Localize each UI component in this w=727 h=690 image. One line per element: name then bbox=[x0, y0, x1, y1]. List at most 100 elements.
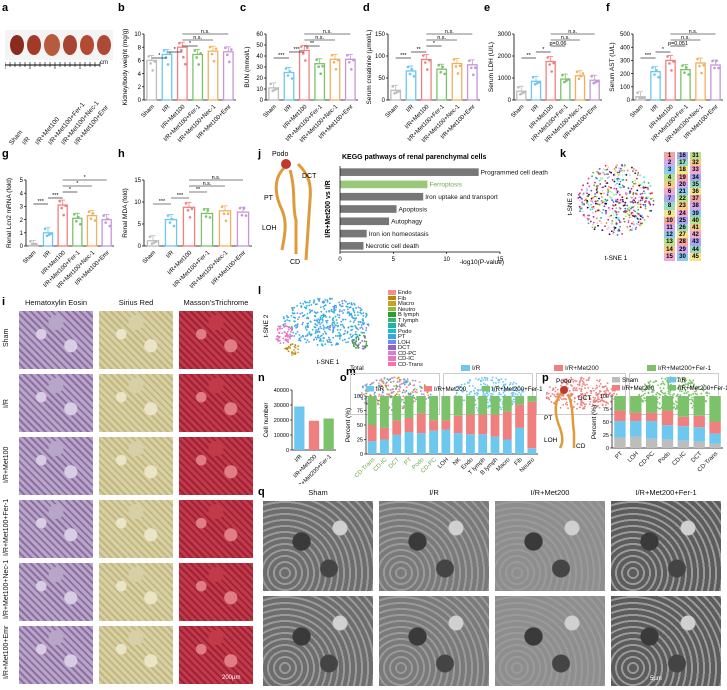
tsne-point bbox=[584, 384, 587, 387]
tsne-point bbox=[632, 170, 634, 173]
tsne-point bbox=[598, 392, 601, 395]
stacked-segment bbox=[515, 427, 524, 454]
electron-microscopy-grid: Sham I/R I/R+Met200 I/R+Met200+Fer-1 5µm bbox=[262, 488, 727, 688]
data-point bbox=[152, 241, 156, 245]
stacked-segment bbox=[709, 433, 721, 444]
data-point bbox=[226, 53, 229, 57]
tsne-point bbox=[596, 222, 599, 225]
cluster-chip: 12 bbox=[664, 231, 675, 240]
tsne-point bbox=[279, 342, 282, 345]
tsne-point bbox=[405, 390, 408, 392]
tsne-point bbox=[556, 388, 559, 391]
tsne-point bbox=[619, 186, 622, 189]
tsne-point bbox=[639, 206, 642, 209]
panel-letter-q: q bbox=[258, 486, 265, 498]
tsne-point bbox=[278, 335, 281, 338]
tsne-point bbox=[603, 205, 606, 208]
y-tick-label: 0 bbox=[382, 98, 386, 104]
tsne-point bbox=[565, 398, 567, 401]
tsne-point bbox=[621, 198, 624, 201]
cluster-chip: 8 bbox=[664, 202, 675, 211]
tsne-point bbox=[633, 182, 635, 185]
cluster-chip: 45 bbox=[690, 252, 701, 261]
tsne-point bbox=[357, 338, 360, 341]
tsne-point bbox=[498, 393, 501, 396]
tsne-point bbox=[630, 207, 632, 210]
histology-image bbox=[178, 310, 254, 370]
x-tick-label: I/R+Met100+Emr bbox=[211, 250, 248, 287]
stacked-segment bbox=[453, 415, 463, 434]
y-tick-label: 0 bbox=[138, 244, 142, 250]
legend-label: Endo bbox=[398, 290, 412, 296]
data-point bbox=[275, 87, 278, 91]
data-point bbox=[317, 65, 320, 68]
legend-label: Fib bbox=[398, 295, 407, 302]
tsne-point bbox=[412, 389, 415, 391]
tsne-point bbox=[565, 382, 568, 385]
tsne-point bbox=[582, 213, 585, 216]
tsne-point bbox=[612, 173, 615, 176]
tsne-point bbox=[671, 394, 674, 397]
tsne-point bbox=[352, 309, 355, 311]
tsne-point bbox=[324, 332, 327, 335]
tsne-point bbox=[357, 344, 360, 347]
stacked-segment bbox=[527, 396, 537, 402]
tsne-point bbox=[304, 335, 307, 338]
tsne-point bbox=[583, 215, 586, 218]
tsne-point bbox=[588, 218, 590, 220]
tsne-point bbox=[365, 327, 368, 329]
tsne-point bbox=[352, 307, 355, 310]
tsne-point bbox=[624, 215, 627, 218]
tsne-point bbox=[641, 182, 644, 185]
tsne-point bbox=[330, 310, 333, 312]
tsne-point bbox=[628, 216, 631, 219]
y-tick-label: 15 bbox=[134, 178, 141, 184]
data-point bbox=[154, 240, 158, 244]
tsne-point bbox=[692, 392, 695, 395]
tsne-point bbox=[661, 380, 664, 383]
tsne-point bbox=[605, 209, 607, 212]
tsne-point bbox=[643, 181, 646, 184]
tsne-point bbox=[687, 391, 689, 393]
tsne-point bbox=[314, 311, 317, 314]
tsne-point bbox=[308, 308, 311, 311]
tsne-point bbox=[626, 227, 629, 230]
bar bbox=[182, 206, 196, 247]
data-point bbox=[64, 204, 67, 208]
tsne-point bbox=[634, 197, 637, 200]
tsne-point bbox=[415, 388, 418, 391]
tsne-point bbox=[342, 312, 344, 314]
tsne-point bbox=[365, 340, 368, 343]
tsne-point bbox=[306, 304, 308, 307]
stacked-segment bbox=[416, 413, 426, 434]
tsne-point bbox=[604, 185, 607, 188]
tsne-point bbox=[617, 167, 620, 169]
cluster-chip: 28 bbox=[677, 238, 688, 247]
stacked-segment bbox=[645, 420, 658, 439]
cluster-chip: 39 bbox=[690, 209, 701, 218]
data-point bbox=[147, 55, 150, 58]
tsne-point bbox=[298, 316, 301, 319]
tsne-point bbox=[588, 403, 591, 406]
legend-swatch bbox=[668, 377, 676, 383]
cluster-chip: 11 bbox=[664, 224, 675, 232]
tsne-point bbox=[296, 312, 299, 315]
histology-image bbox=[18, 436, 94, 496]
tsne-point bbox=[322, 305, 325, 308]
tsne-point bbox=[479, 380, 482, 383]
tsne-point bbox=[594, 193, 597, 195]
data-point bbox=[210, 52, 214, 56]
tsne-point bbox=[338, 334, 341, 337]
tsne-point bbox=[314, 323, 317, 325]
tsne-point bbox=[592, 196, 595, 199]
stacked-segment bbox=[367, 396, 377, 425]
data-point bbox=[426, 68, 429, 71]
tsne-point bbox=[414, 400, 416, 403]
tsne-point bbox=[660, 383, 662, 386]
tsne-point bbox=[302, 302, 305, 305]
tsne-point bbox=[643, 397, 646, 399]
tsne-point bbox=[400, 398, 403, 401]
tsne-point bbox=[279, 325, 282, 328]
